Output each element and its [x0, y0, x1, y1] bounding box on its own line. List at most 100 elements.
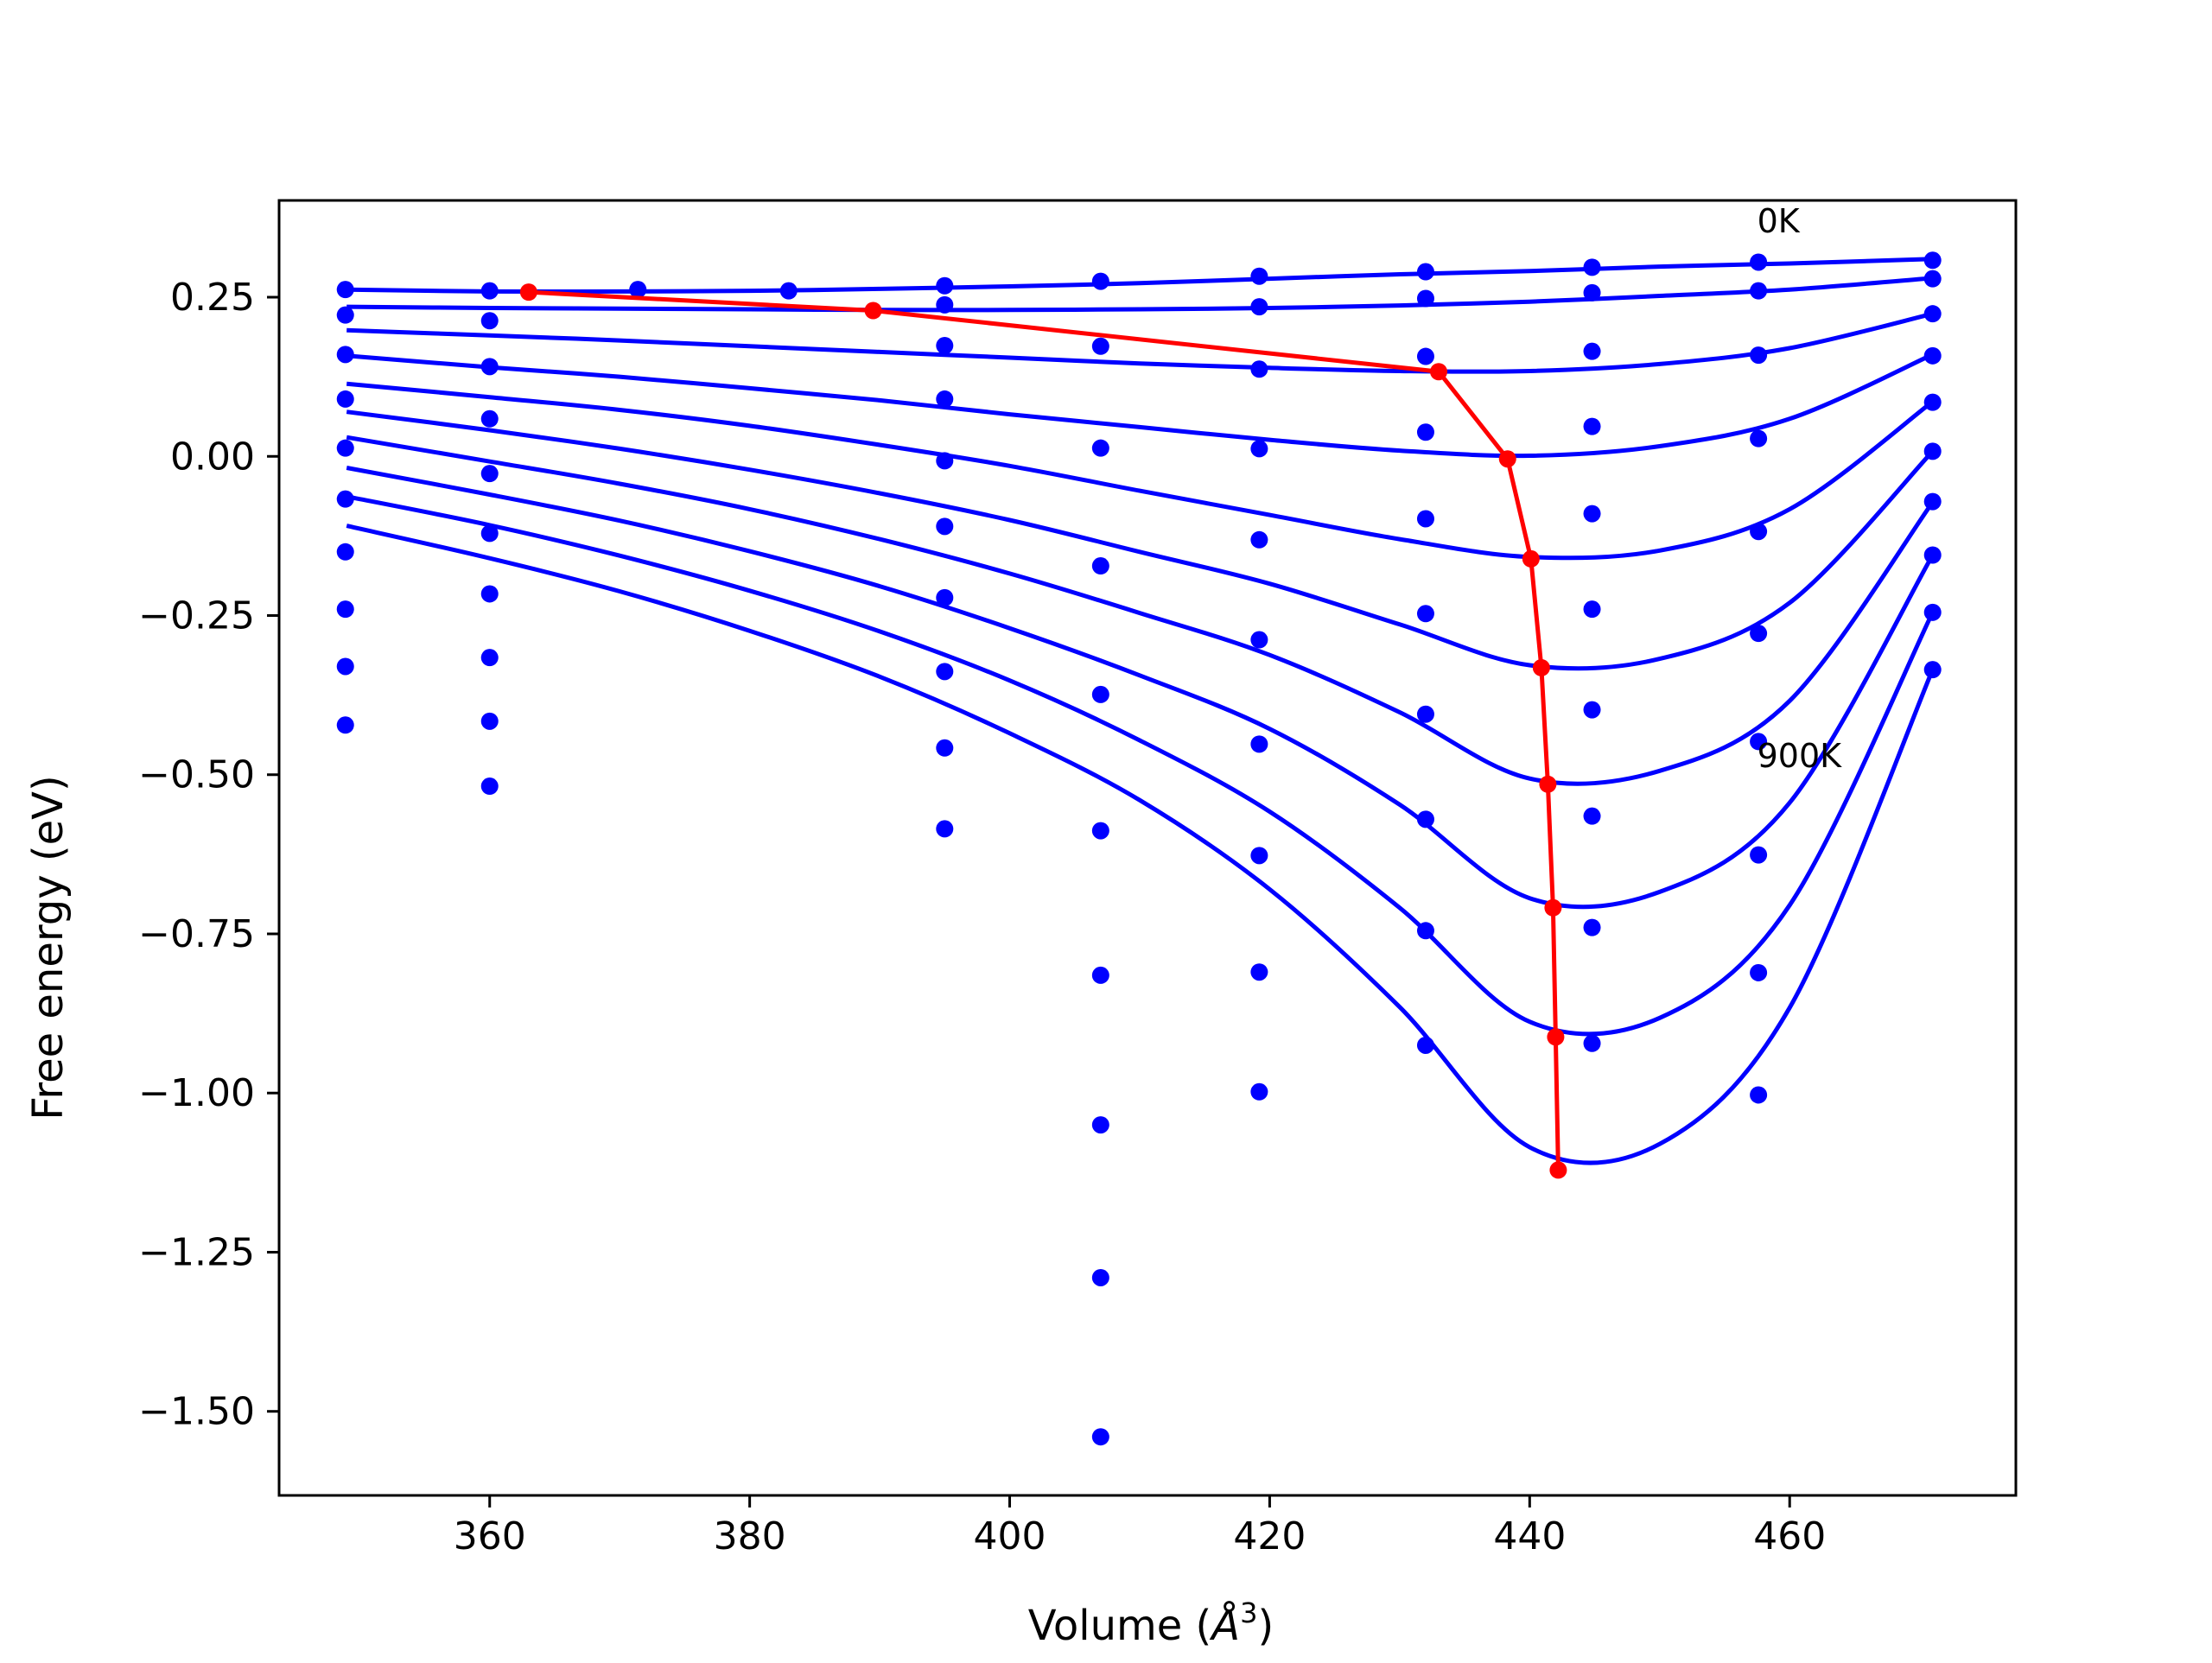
- data-point-63: [1583, 283, 1601, 301]
- data-point-54: [1416, 347, 1434, 365]
- fit-curve-8: [346, 494, 1935, 1037]
- y-tick-label-3: −0.50: [138, 753, 255, 797]
- y-tick-label-7: −1.50: [138, 1390, 255, 1434]
- data-point-33: [1091, 337, 1109, 355]
- data-point-69: [1583, 807, 1601, 825]
- minimum-line: [528, 289, 1560, 1171]
- data-point-27: [936, 517, 954, 536]
- data-point-0: [336, 281, 354, 299]
- data-point-6: [336, 543, 354, 561]
- annotation-0: 0K: [1758, 202, 1801, 240]
- y-axis-ticks: 0.25 0.00 −0.25 −0.50 −0.75 −1.00 −1.25 −1.50: [138, 276, 279, 1434]
- data-point-65: [1583, 417, 1601, 435]
- data-point-17: [480, 649, 499, 667]
- data-point-72: [1750, 253, 1768, 271]
- data-points: [336, 251, 1942, 1446]
- data-point-14: [480, 465, 499, 483]
- data-point-12: [480, 358, 499, 376]
- data-point-59: [1416, 810, 1434, 828]
- fit-curve-9: [346, 524, 1936, 1165]
- data-point-43: [1250, 298, 1268, 316]
- data-point-40: [1091, 1268, 1109, 1286]
- fit-curve-6: [346, 435, 1935, 786]
- minimum-point-5: [1532, 658, 1550, 676]
- y-axis-label: Free energy (eV): [24, 775, 73, 1120]
- data-point-32: [1091, 272, 1109, 290]
- x-tick-label-2: 400: [974, 1514, 1046, 1558]
- minimum-point-4: [1522, 549, 1540, 568]
- minimum-point-3: [1498, 450, 1516, 468]
- x-tick-label-5: 460: [1753, 1514, 1826, 1558]
- data-point-61: [1416, 1036, 1434, 1054]
- data-point-83: [1923, 270, 1942, 288]
- fit-curve-3: [346, 352, 1934, 459]
- minimum-point-2: [1430, 363, 1448, 381]
- data-point-78: [1750, 733, 1768, 751]
- x-tick-label-1: 380: [714, 1514, 786, 1558]
- data-point-70: [1583, 918, 1601, 936]
- data-point-60: [1416, 922, 1434, 940]
- data-point-67: [1583, 600, 1601, 619]
- data-point-11: [480, 312, 499, 330]
- minimum-point-9: [1549, 1161, 1567, 1179]
- minimum-group: [519, 283, 1567, 1179]
- data-point-44: [1250, 360, 1268, 378]
- data-point-77: [1750, 625, 1768, 643]
- data-point-20: [629, 281, 647, 299]
- minimum-point-6: [1539, 775, 1557, 793]
- data-point-64: [1583, 342, 1601, 360]
- fit-curve-2: [346, 311, 1934, 374]
- data-point-37: [1091, 822, 1109, 840]
- annotation-1: 900K: [1758, 737, 1843, 775]
- data-point-34: [1091, 439, 1109, 457]
- data-point-28: [936, 588, 954, 606]
- data-point-86: [1923, 393, 1942, 411]
- data-point-4: [336, 439, 354, 457]
- data-point-85: [1923, 346, 1942, 365]
- annotations: 0K 900K: [1758, 202, 1843, 775]
- data-point-89: [1923, 546, 1942, 564]
- minimum-point-8: [1547, 1028, 1565, 1046]
- x-axis-label-text: Volume (: [1028, 1602, 1212, 1650]
- data-point-48: [1250, 735, 1268, 753]
- data-point-58: [1416, 705, 1434, 723]
- data-point-88: [1923, 492, 1942, 511]
- data-point-82: [1923, 251, 1942, 270]
- minimum-point-1: [864, 301, 882, 320]
- data-point-62: [1583, 258, 1601, 276]
- minimum-point-0: [519, 283, 537, 301]
- data-point-19: [480, 778, 499, 796]
- data-point-53: [1416, 289, 1434, 308]
- data-point-41: [1091, 1428, 1109, 1446]
- data-point-79: [1750, 846, 1768, 864]
- data-point-23: [936, 295, 954, 314]
- x-axis-label-exponent: 3: [1240, 1596, 1257, 1629]
- data-point-10: [480, 282, 499, 300]
- data-point-47: [1250, 631, 1268, 649]
- data-point-39: [1091, 1116, 1109, 1134]
- y-tick-label-0: 0.25: [170, 276, 255, 320]
- data-point-18: [480, 712, 499, 730]
- data-point-8: [336, 657, 354, 676]
- data-point-31: [936, 820, 954, 838]
- data-point-90: [1923, 603, 1942, 621]
- plot-frame: [277, 199, 2018, 1497]
- data-point-81: [1750, 1086, 1768, 1104]
- data-point-2: [336, 346, 354, 364]
- data-point-87: [1923, 442, 1942, 460]
- data-point-50: [1250, 963, 1268, 981]
- x-tick-label-0: 360: [454, 1514, 526, 1558]
- data-point-24: [936, 337, 954, 355]
- fit-curve-7: [346, 466, 1935, 910]
- data-point-49: [1250, 847, 1268, 865]
- data-point-35: [1091, 557, 1109, 575]
- y-tick-label-5: −1.00: [138, 1071, 255, 1115]
- data-point-66: [1583, 505, 1601, 523]
- data-point-36: [1091, 685, 1109, 703]
- data-point-84: [1923, 305, 1942, 323]
- data-point-9: [336, 716, 354, 734]
- x-axis-label: Volume (Å3): [1028, 1596, 1274, 1650]
- fit-curve-1: [346, 276, 1933, 313]
